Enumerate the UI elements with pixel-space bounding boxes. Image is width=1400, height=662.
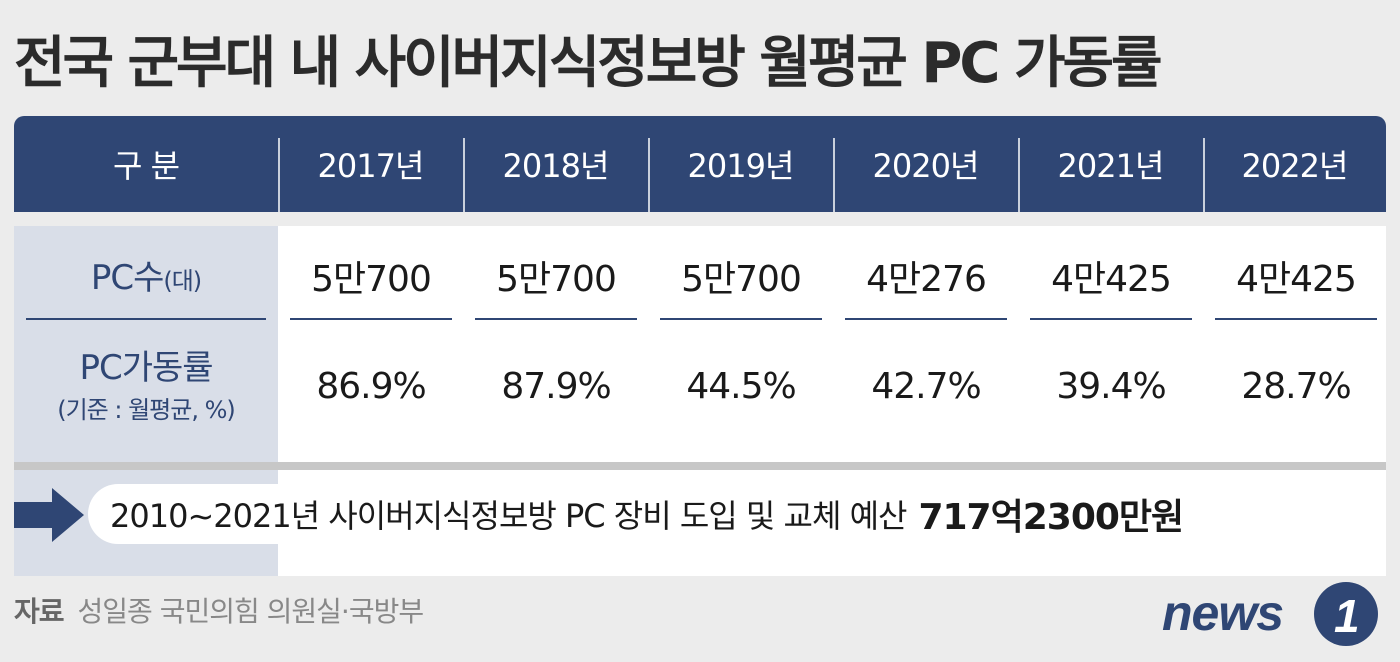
- row-divider: [845, 318, 1007, 320]
- banner-amount: 717억2300만원: [918, 497, 1184, 538]
- row-label-utilization: PC가동률: [79, 348, 213, 388]
- header-divider: [463, 138, 465, 212]
- header-category: 구 분: [112, 147, 180, 185]
- row-divider: [290, 318, 452, 320]
- header-divider: [833, 138, 835, 212]
- table-cell: 4만276: [866, 259, 987, 300]
- data-table: 구 분 2017년 2018년 2019년 2020년 2021년 2022년 …: [14, 116, 1386, 576]
- svg-text:1: 1: [1334, 590, 1360, 642]
- table-cell: 5만700: [681, 259, 802, 300]
- header-year-2020: 2020년: [872, 147, 980, 185]
- row-divider: [475, 318, 637, 320]
- table-cell: 42.7%: [871, 366, 981, 407]
- arrow-right-icon: [14, 488, 84, 542]
- header-year-2018: 2018년: [502, 147, 610, 185]
- header-divider: [1018, 138, 1020, 212]
- row-label-unit: (대): [163, 267, 202, 295]
- source-label: 자료: [14, 595, 65, 628]
- table-cell: 39.4%: [1056, 366, 1166, 407]
- row-divider: [1215, 318, 1377, 320]
- news1-logo: news 1: [1162, 582, 1378, 646]
- row-label-utilization-note: (기준 : 월평균, %): [57, 396, 236, 424]
- header-year-2022: 2022년: [1241, 147, 1349, 185]
- svg-text:news: news: [1162, 585, 1283, 641]
- header-divider: [1203, 138, 1205, 212]
- header-year-2021: 2021년: [1057, 147, 1165, 185]
- header-year-2019: 2019년: [687, 147, 795, 185]
- row-divider: [26, 318, 266, 320]
- source-text: 성일종 국민의힘 의원실·국방부: [77, 595, 425, 628]
- table-cell: 5만700: [311, 259, 432, 300]
- header-year-2017: 2017년: [317, 147, 425, 185]
- header-divider: [278, 138, 280, 212]
- row-divider: [660, 318, 822, 320]
- table-cell: 28.7%: [1241, 366, 1351, 407]
- table-cell: 4만425: [1236, 259, 1357, 300]
- table-cell: 86.9%: [316, 366, 426, 407]
- banner-text: 2010~2021년 사이버지식정보방 PC 장비 도입 및 교체 예산: [110, 497, 907, 535]
- row-divider: [1030, 318, 1192, 320]
- row-label-main: PC수: [90, 258, 165, 298]
- table-bottom-shadow: [14, 462, 1386, 470]
- row-label-pc-count: PC수(대): [14, 250, 278, 299]
- table-cell: 4만425: [1051, 259, 1172, 300]
- table-header: 구 분 2017년 2018년 2019년 2020년 2021년 2022년: [14, 116, 1386, 212]
- source-note: 자료 성일종 국민의힘 의원실·국방부: [14, 590, 425, 630]
- budget-banner: 2010~2021년 사이버지식정보방 PC 장비 도입 및 교체 예산 717…: [88, 484, 1384, 544]
- page-title: 전국 군부대 내 사이버지식정보방 월평균 PC 가동률: [14, 31, 1163, 96]
- table-cell: 44.5%: [686, 366, 796, 407]
- header-divider: [648, 138, 650, 212]
- table-cell: 5만700: [496, 259, 617, 300]
- table-cell: 87.9%: [501, 366, 611, 407]
